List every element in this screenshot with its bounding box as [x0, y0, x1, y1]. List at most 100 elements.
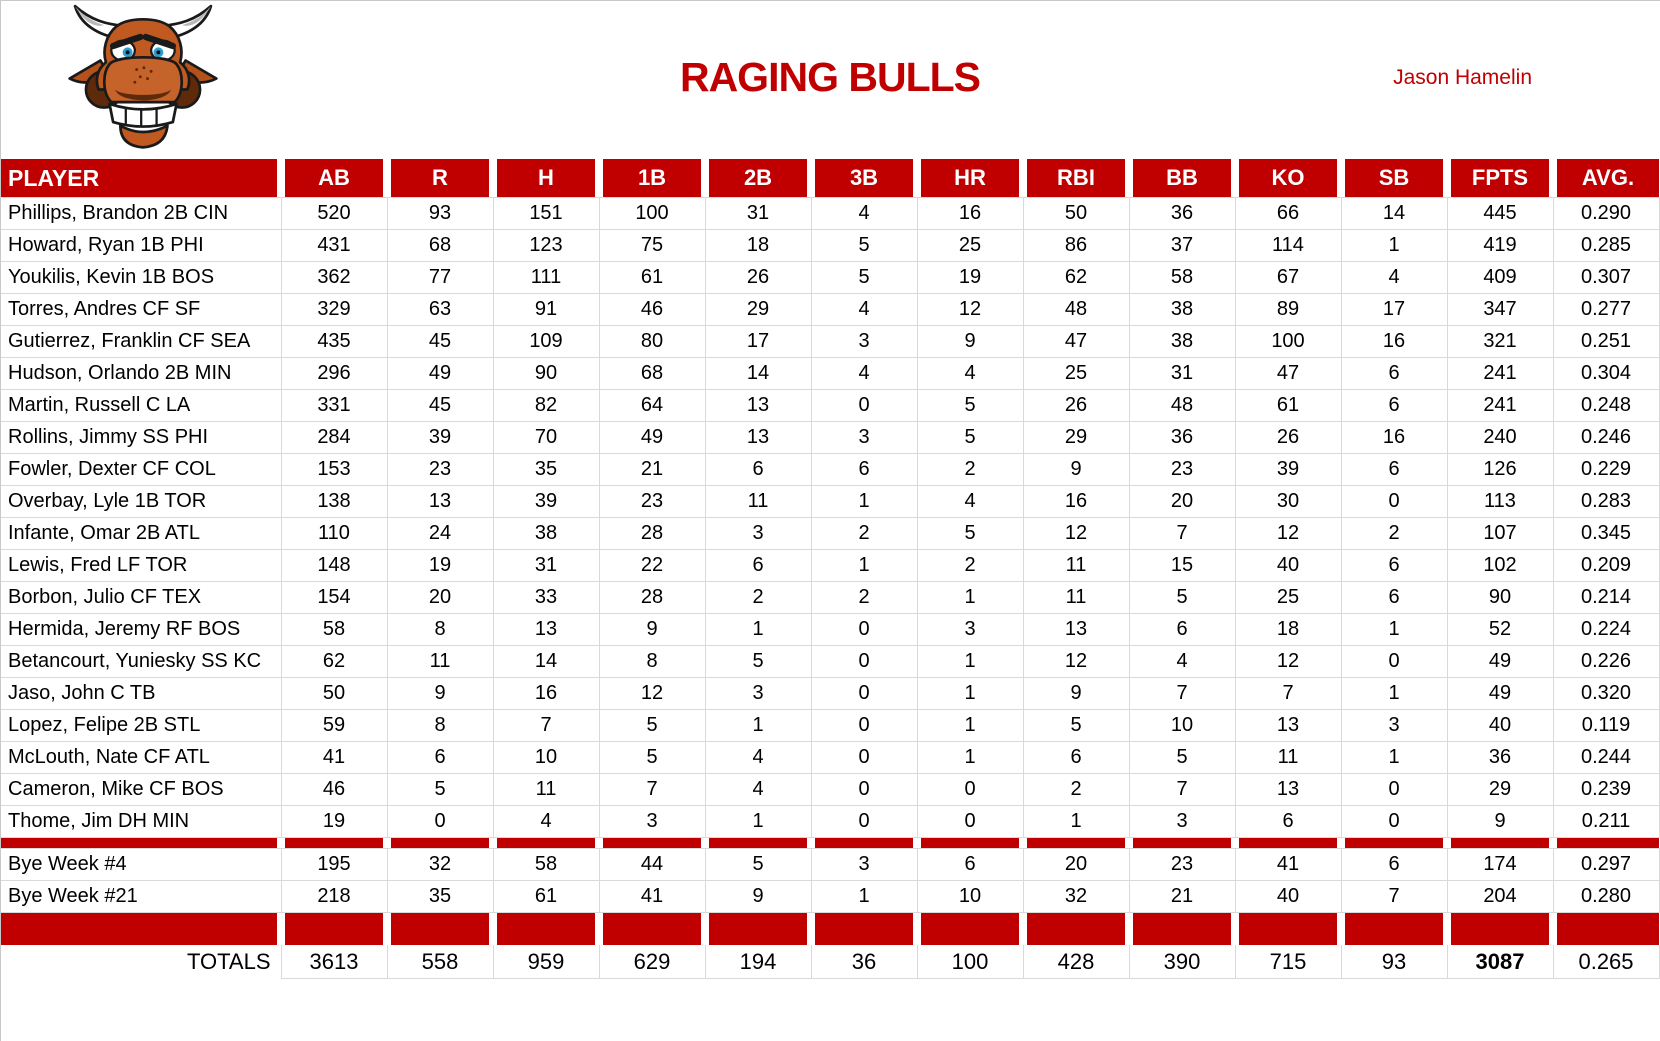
row-label-cell: Lewis, Fred LF TOR — [0, 549, 282, 582]
red-separator-bar — [1557, 838, 1659, 848]
column-header-ab: AB — [281, 159, 387, 198]
red-separator-bar — [1133, 838, 1231, 848]
stat-cell: 10 — [916, 880, 1024, 913]
stat-cell: 3 — [1128, 805, 1236, 838]
separator-row — [0, 838, 1659, 849]
stat-cell: 35 — [492, 453, 600, 486]
red-separator-bar — [1239, 913, 1337, 945]
stat-cell: 90 — [492, 357, 600, 390]
table-row: Hermida, Jeremy RF BOS 58 8 13 9 1 0 3 13 6 18 1 52 0… — [0, 613, 1660, 646]
stat-cell: 123 — [492, 229, 600, 262]
stat-cell: 100 — [598, 197, 706, 230]
stat-cell: 241 — [1446, 389, 1554, 422]
stat-cell: 16 — [492, 677, 600, 710]
stat-cell: 13 — [1234, 773, 1342, 806]
stat-cell: 10 — [1128, 709, 1236, 742]
stat-cell: 5 — [810, 261, 918, 294]
stat-cell: 28 — [598, 517, 706, 550]
stat-cell: 296 — [280, 357, 388, 390]
stat-cell: 4 — [916, 485, 1024, 518]
stat-cell: 3613 — [280, 945, 388, 979]
red-separator-bar — [1451, 838, 1549, 848]
stat-cell: 31 — [704, 197, 812, 230]
stat-cell: 26 — [1234, 421, 1342, 454]
stat-cell: 38 — [1128, 293, 1236, 326]
stat-cell: 5 — [598, 741, 706, 774]
stat-cell: 61 — [492, 880, 600, 913]
stat-cell: 0 — [916, 773, 1024, 806]
stat-cell: 49 — [386, 357, 494, 390]
stat-cell: 75 — [598, 229, 706, 262]
red-separator-bar — [1557, 913, 1659, 945]
stat-cell: 7 — [1340, 880, 1448, 913]
column-header-label: 3B — [815, 159, 913, 197]
red-separator-bar — [921, 838, 1019, 848]
stat-cell: 67 — [1234, 261, 1342, 294]
separator-cell — [1341, 838, 1447, 849]
stat-cell: 77 — [386, 261, 494, 294]
red-separator-bar — [1345, 913, 1443, 945]
red-separator-bar — [1027, 913, 1125, 945]
stat-cell: 1 — [1022, 805, 1130, 838]
stat-cell: 390 — [1128, 945, 1236, 979]
stat-cell: 32 — [1022, 880, 1130, 913]
stat-cell: 6 — [1128, 613, 1236, 646]
bye-week-row: Bye Week #21 218 35 61 41 9 1 10 32 21 40 7 204 0.280 — [0, 880, 1660, 913]
stat-cell: 46 — [280, 773, 388, 806]
totals-row: TOTALS 3613 558 959 629 194 36 100 428 390 715 93 30… — [0, 945, 1660, 979]
separator-cell — [599, 913, 705, 945]
stat-cell: 46 — [598, 293, 706, 326]
stat-cell: 1 — [916, 741, 1024, 774]
stat-cell: 62 — [280, 645, 388, 678]
stat-cell: 5 — [916, 517, 1024, 550]
table-row: Gutierrez, Franklin CF SEA 435 45 109 80 17 3 9… — [0, 325, 1660, 358]
stat-cell: 0 — [810, 741, 918, 774]
table-row: Hudson, Orlando 2B MIN 296 49 90 68 14 4 4 25 31 4… — [0, 357, 1660, 390]
red-separator-bar — [1451, 913, 1549, 945]
stat-cell: 6 — [1234, 805, 1342, 838]
row-label-cell: Fowler, Dexter CF COL — [0, 453, 282, 486]
stat-cell: 36 — [1128, 197, 1236, 230]
stat-cell: 1 — [916, 581, 1024, 614]
stat-cell: 28 — [598, 581, 706, 614]
stat-cell: 3 — [916, 613, 1024, 646]
stat-cell: 6 — [704, 453, 812, 486]
stat-cell: 31 — [492, 549, 600, 582]
stat-cell: 715 — [1234, 945, 1342, 979]
row-label-cell: Jaso, John C TB — [0, 677, 282, 710]
stat-cell: 0.214 — [1552, 581, 1660, 614]
stat-cell: 1 — [704, 805, 812, 838]
table-row: Overbay, Lyle 1B TOR 138 13 39 23 11 1 4 16 20 30 0… — [0, 485, 1660, 518]
stat-cell: 0.307 — [1552, 261, 1660, 294]
table-row: Betancourt, Yuniesky SS KC 62 11 14 8 5 0 1 12 4 1… — [0, 645, 1660, 678]
separator-cell — [1553, 913, 1659, 945]
stat-cell: 4 — [492, 805, 600, 838]
stat-cell: 9 — [1022, 453, 1130, 486]
stat-cell: 59 — [280, 709, 388, 742]
red-separator-bar — [815, 838, 913, 848]
stat-cell: 5 — [916, 389, 1024, 422]
stat-cell: 4 — [1340, 261, 1448, 294]
stat-cell: 29 — [1022, 421, 1130, 454]
stat-cell: 10 — [492, 741, 600, 774]
stat-cell: 11 — [492, 773, 600, 806]
stat-cell: 29 — [704, 293, 812, 326]
stat-cell: 4 — [704, 741, 812, 774]
stat-cell: 1 — [1340, 677, 1448, 710]
stat-cell: 0.320 — [1552, 677, 1660, 710]
column-header-1b: 1B — [599, 159, 705, 198]
stat-cell: 13 — [704, 421, 812, 454]
stat-cell: 20 — [1128, 485, 1236, 518]
column-header-label: 2B — [709, 159, 807, 197]
row-label-cell: Borbon, Julio CF TEX — [0, 581, 282, 614]
stat-cell: 38 — [1128, 325, 1236, 358]
column-header-label: HR — [921, 159, 1019, 197]
stat-cell: 12 — [1022, 517, 1130, 550]
stat-cell: 9 — [598, 613, 706, 646]
stat-cell: 23 — [1128, 848, 1236, 881]
stat-cell: 138 — [280, 485, 388, 518]
stat-cell: 23 — [1128, 453, 1236, 486]
stat-cell: 6 — [1340, 357, 1448, 390]
stat-cell: 44 — [598, 848, 706, 881]
table-row: Fowler, Dexter CF COL 153 23 35 21 6 6 2 9 23 39 6 1… — [0, 453, 1660, 486]
